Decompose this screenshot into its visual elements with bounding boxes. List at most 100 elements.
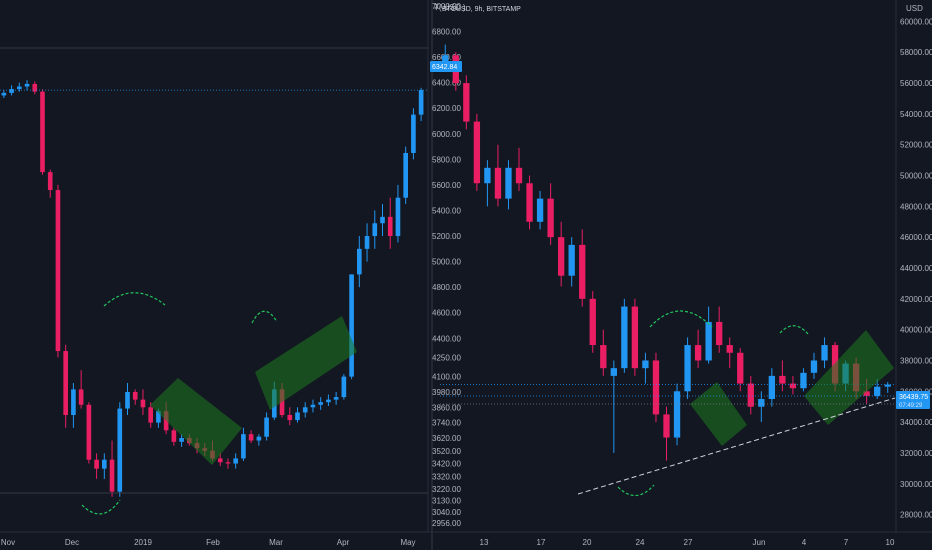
candle-down xyxy=(631,306,639,369)
candle-down xyxy=(779,375,786,384)
candle-up xyxy=(372,223,378,237)
y-tick-label: 54000.00 xyxy=(900,110,932,119)
candle-up xyxy=(17,86,22,90)
x-tick-label: 2019 xyxy=(134,538,152,547)
candle-down xyxy=(789,383,797,389)
y-tick-label: 52000.00 xyxy=(900,141,932,150)
candle-up xyxy=(705,321,712,361)
shoulder-arc xyxy=(649,310,713,328)
candle-up xyxy=(768,375,776,399)
candle-down xyxy=(163,411,169,431)
candle-up xyxy=(418,90,424,115)
candle-up xyxy=(800,372,807,389)
y-tick-label: 3520.00 xyxy=(432,447,461,456)
candle-up xyxy=(9,89,14,93)
candle-up xyxy=(24,83,30,87)
candle-down xyxy=(248,434,254,441)
highlight-box xyxy=(255,316,357,410)
candle-down xyxy=(526,183,533,222)
candle-down xyxy=(32,83,38,92)
y-tick-label: 38000.00 xyxy=(900,356,932,365)
candle-up xyxy=(411,114,416,153)
y-tick-label: 3040.00 xyxy=(432,508,461,517)
candle-up xyxy=(684,345,691,392)
y-tick-label: 4400.00 xyxy=(432,334,461,343)
candle-down xyxy=(747,383,754,407)
left-yaxis-title: ₮( USD ) xyxy=(434,3,466,12)
candle-down xyxy=(863,391,870,396)
highlight-box xyxy=(804,330,894,425)
y-tick-label: 3740.00 xyxy=(432,419,461,428)
y-tick-label: 3320.00 xyxy=(432,472,461,481)
candle-up xyxy=(117,408,123,492)
y-tick-label: 34000.00 xyxy=(900,418,932,427)
y-tick-label: 3620.00 xyxy=(432,434,461,443)
y-tick-label: 3860.00 xyxy=(432,403,461,412)
candle-down xyxy=(94,459,99,469)
candle-up xyxy=(357,248,362,275)
candle-up xyxy=(484,167,491,184)
candle-up xyxy=(1,92,7,96)
candle-up xyxy=(403,152,408,198)
candle-down xyxy=(148,407,153,423)
bottom-arc xyxy=(617,484,655,497)
candle-up xyxy=(884,384,891,387)
y-tick-label: 58000.00 xyxy=(900,48,932,57)
candle-up xyxy=(179,437,184,442)
candle-up xyxy=(318,402,323,405)
left-price-label-box xyxy=(430,61,462,72)
candle-down xyxy=(387,216,393,237)
y-tick-label: 48000.00 xyxy=(900,202,932,211)
bottom-arc xyxy=(81,499,121,515)
candle-up xyxy=(302,407,308,413)
candle-down xyxy=(652,360,660,415)
highlight-box xyxy=(690,382,747,446)
candle-down xyxy=(287,414,293,421)
candle-up xyxy=(568,244,575,276)
candle-up xyxy=(256,436,262,441)
x-tick-label: 13 xyxy=(480,538,489,547)
y-tick-label: 3130.00 xyxy=(432,497,461,506)
right-price-label-box xyxy=(896,391,930,409)
candle-down xyxy=(557,237,565,276)
candle-down xyxy=(515,167,523,184)
candle-up xyxy=(156,411,161,423)
y-tick-label: 46000.00 xyxy=(900,233,932,242)
candle-up xyxy=(642,360,649,369)
trend-line xyxy=(577,397,896,495)
candle-up xyxy=(810,360,818,373)
y-tick-label: 28000.00 xyxy=(900,511,932,520)
candle-up xyxy=(333,397,339,400)
x-tick-label: 4 xyxy=(802,538,807,547)
x-tick-label: 17 xyxy=(537,538,546,547)
candle-up xyxy=(395,197,401,237)
candle-up xyxy=(380,216,385,224)
x-tick-label: Dec xyxy=(65,538,79,547)
candle-up xyxy=(874,386,881,396)
left-chart-pane: 7000.006800.006600.006400.006200.006000.… xyxy=(0,2,461,547)
y-tick-label: 5000.00 xyxy=(432,258,461,267)
candle-down xyxy=(579,244,586,299)
candle-down xyxy=(109,459,115,492)
candle-down xyxy=(589,298,596,346)
candle-down xyxy=(140,399,146,408)
x-tick-label: 20 xyxy=(583,538,592,547)
x-tick-label: 7 xyxy=(844,538,849,547)
x-tick-label: Mar xyxy=(269,538,283,547)
y-tick-label: 60000.00 xyxy=(900,17,932,26)
y-tick-label: 42000.00 xyxy=(900,295,932,304)
y-tick-label: 4800.00 xyxy=(432,283,461,292)
chart-title: BTCUSD, 9h, BITSTAMP xyxy=(442,6,521,13)
right-countdown-label: 07:49:29 xyxy=(899,403,923,409)
y-tick-label: 32000.00 xyxy=(900,449,932,458)
candle-down xyxy=(225,462,231,464)
candle-up xyxy=(326,399,331,403)
y-tick-label: 5400.00 xyxy=(432,206,461,215)
candle-up xyxy=(610,368,617,376)
candle-down xyxy=(132,391,138,400)
y-tick-label: 6000.00 xyxy=(432,130,461,139)
candle-up xyxy=(310,404,316,408)
candle-up xyxy=(295,412,300,421)
candle-up xyxy=(621,306,628,369)
